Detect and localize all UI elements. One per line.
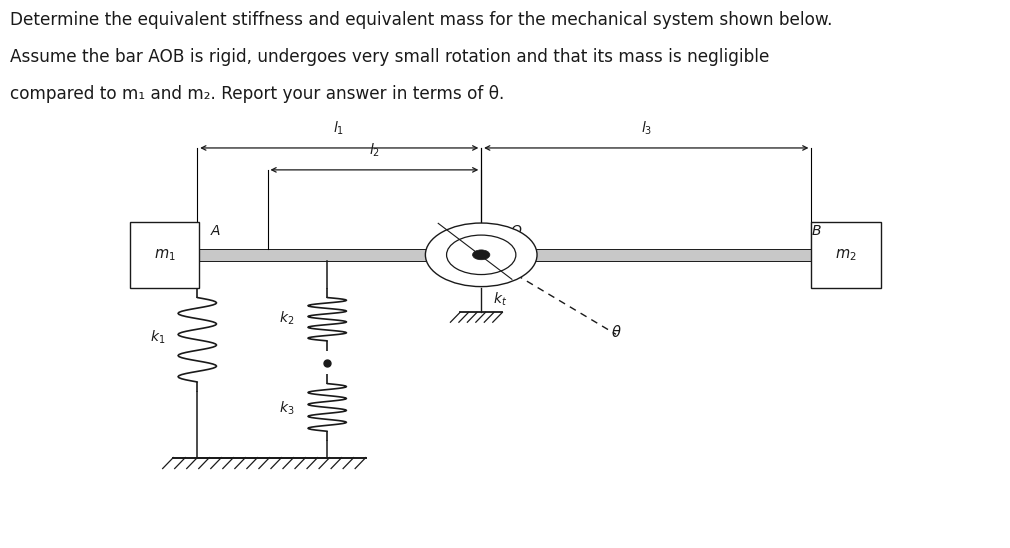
Text: $O$: $O$ bbox=[510, 224, 522, 238]
Circle shape bbox=[446, 235, 516, 275]
Text: $\theta$: $\theta$ bbox=[611, 324, 622, 340]
Circle shape bbox=[473, 250, 490, 260]
Text: Assume the bar AOB is rigid, undergoes very small rotation and that its mass is : Assume the bar AOB is rigid, undergoes v… bbox=[10, 48, 769, 66]
Text: $k_1$: $k_1$ bbox=[150, 328, 166, 346]
Text: Determine the equivalent stiffness and equivalent mass for the mechanical system: Determine the equivalent stiffness and e… bbox=[10, 11, 832, 29]
Text: $l_2$: $l_2$ bbox=[369, 141, 380, 159]
Bar bbox=[197, 249, 842, 261]
Text: $l_1$: $l_1$ bbox=[333, 119, 344, 137]
Text: $B$: $B$ bbox=[811, 224, 822, 238]
Text: $k_3$: $k_3$ bbox=[279, 399, 295, 417]
Bar bbox=[130, 222, 199, 288]
Circle shape bbox=[425, 223, 537, 287]
Text: $k_2$: $k_2$ bbox=[279, 309, 295, 327]
Text: $A$: $A$ bbox=[210, 224, 221, 238]
Bar bbox=[811, 222, 881, 288]
Text: $m_1$: $m_1$ bbox=[154, 247, 176, 262]
Text: $m_2$: $m_2$ bbox=[835, 247, 856, 262]
Text: $l_3$: $l_3$ bbox=[641, 119, 652, 137]
Text: $k_t$: $k_t$ bbox=[493, 291, 507, 309]
Text: compared to m₁ and m₂. Report your answer in terms of θ.: compared to m₁ and m₂. Report your answe… bbox=[10, 85, 504, 104]
